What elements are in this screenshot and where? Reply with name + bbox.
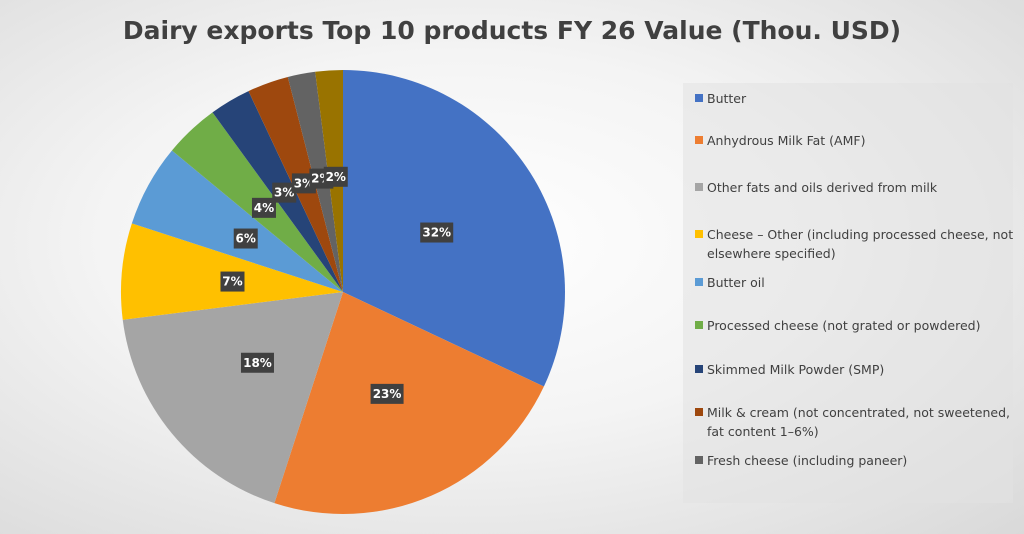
pie-slice xyxy=(131,150,343,292)
legend-item: Skimmed Milk Powder (SMP) xyxy=(695,360,1017,379)
data-label-text: 32% xyxy=(422,226,451,240)
data-label: 3% xyxy=(272,182,297,203)
data-label-text: 3% xyxy=(274,186,294,200)
data-label: 4% xyxy=(251,197,276,218)
chart-title: Dairy exports Top 10 products FY 26 Valu… xyxy=(122,16,902,45)
legend-label: Cheese – Other (including processed chee… xyxy=(707,227,1014,261)
legend-label: Skimmed Milk Powder (SMP) xyxy=(707,362,885,377)
legend-label: Butter xyxy=(707,91,747,106)
legend-swatch xyxy=(695,408,703,416)
legend-swatch xyxy=(695,94,703,102)
legend-label: Fresh cheese (including paneer) xyxy=(707,453,908,468)
legend-item: Milk & cream (not concentrated, not swee… xyxy=(695,403,1017,441)
pie-slice xyxy=(343,70,565,387)
data-label: 7% xyxy=(220,271,245,292)
legend-swatch xyxy=(695,230,703,238)
data-label-text: 23% xyxy=(373,387,402,401)
pie-chart: 32%23%18%7%6%4%3%3%2%2% xyxy=(120,70,565,514)
legend-swatch xyxy=(695,321,703,329)
legend-swatch xyxy=(695,365,703,373)
pie-slice xyxy=(122,292,343,504)
data-label-text: 2% xyxy=(326,170,346,184)
legend-item: Butter oil xyxy=(695,273,1017,292)
data-label-text: 18% xyxy=(243,356,272,370)
legend-swatch xyxy=(695,136,703,144)
legend-item: Anhydrous Milk Fat (AMF) xyxy=(695,131,1017,150)
legend-label: Butter oil xyxy=(707,275,765,290)
data-label-text: 6% xyxy=(236,232,256,246)
legend: Butter Anhydrous Milk Fat (AMF) Other fats… xyxy=(683,83,1013,503)
legend-item: Processed cheese (not grated or powdered… xyxy=(695,316,1017,335)
legend-item: Fresh cheese (including paneer) xyxy=(695,451,1017,470)
data-label: 6% xyxy=(233,228,258,249)
legend-label: Milk & cream (not concentrated, not swee… xyxy=(707,405,1010,439)
legend-label: Other fats and oils derived from milk xyxy=(707,180,938,195)
data-label: 2% xyxy=(323,166,348,187)
data-label: 32% xyxy=(420,222,454,243)
legend-swatch xyxy=(695,456,703,464)
legend-item: Cheese – Other (including processed chee… xyxy=(695,225,1017,263)
legend-swatch xyxy=(695,183,703,191)
legend-label: Processed cheese (not grated or powdered… xyxy=(707,318,981,333)
data-label: 23% xyxy=(370,383,404,404)
data-label-text: 4% xyxy=(254,201,274,215)
pie-slice xyxy=(274,292,544,514)
legend-label: Anhydrous Milk Fat (AMF) xyxy=(707,133,866,148)
legend-item: Other fats and oils derived from milk xyxy=(695,178,1017,197)
data-label-text: 7% xyxy=(222,275,242,289)
data-label: 18% xyxy=(240,352,274,373)
legend-swatch xyxy=(695,278,703,286)
legend-item: Butter xyxy=(695,89,1017,108)
data-label-text: 3% xyxy=(294,176,314,190)
